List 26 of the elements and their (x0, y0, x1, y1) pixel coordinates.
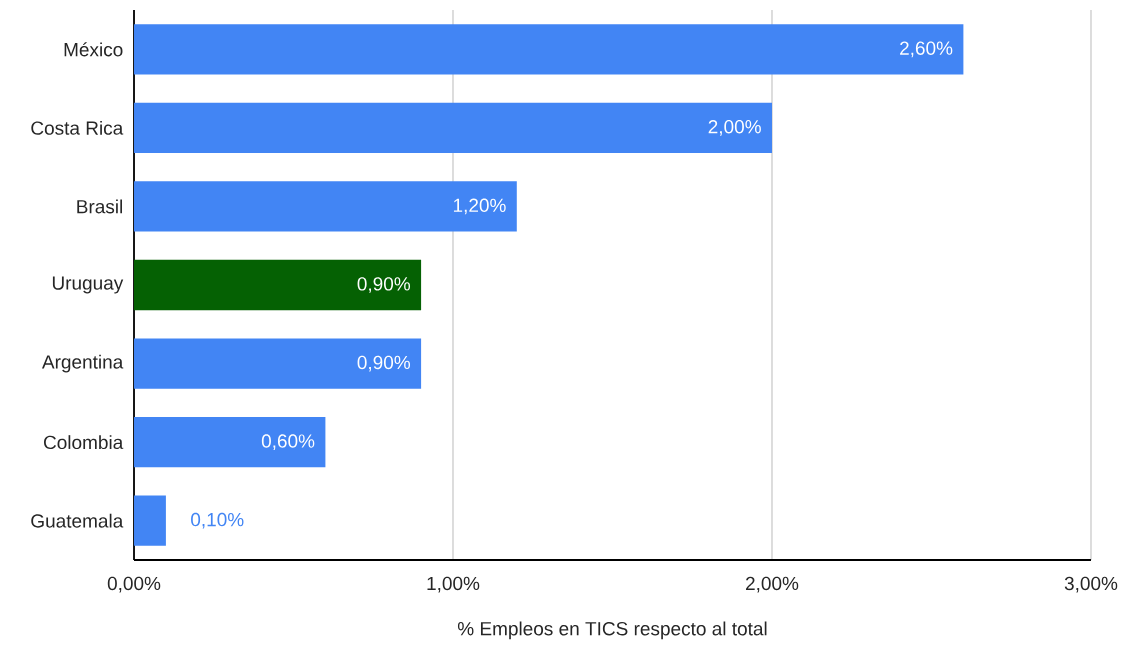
data-label: 0,90% (357, 277, 411, 293)
y-tick-label: Uruguay (52, 276, 124, 294)
bar (134, 338, 422, 389)
data-label: 1,20% (453, 198, 506, 215)
bar (134, 495, 166, 546)
y-tick-label: Costa Rica (31, 120, 124, 135)
data-label: 2,00% (708, 120, 761, 136)
data-label: 0,60% (261, 434, 315, 450)
bar (134, 102, 772, 153)
x-tick-label: 0,00% (107, 576, 161, 593)
y-tick-label: Colombia (43, 435, 124, 450)
data-label: 2,60% (900, 41, 953, 58)
bar (134, 181, 517, 232)
x-tick-label: 2,00% (746, 576, 799, 593)
y-tick-label: Brasil (77, 199, 122, 214)
bar (134, 259, 422, 311)
data-label: 0,90% (357, 355, 411, 372)
bar (134, 24, 964, 75)
x-tick-label: 3,00% (1064, 576, 1118, 593)
x-axis-title: % Empleos en TICS respecto al total (457, 621, 767, 640)
data-label: 0,10% (191, 512, 244, 529)
bar (134, 417, 326, 468)
y-tick-label: Argentina (41, 354, 124, 373)
y-tick-label: Guatemala (31, 513, 124, 528)
y-tick-label: México (64, 42, 123, 57)
x-tick-label: 1,00% (427, 576, 480, 593)
